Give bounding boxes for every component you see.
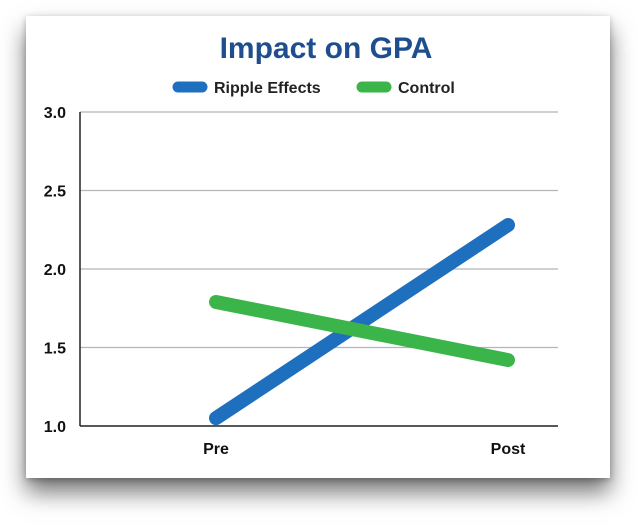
series-line-control [209,294,515,368]
y-axis-ticks: 1.0 1.5 2.0 2.5 3.0 [44,105,66,436]
y-tick-label: 1.5 [44,341,66,358]
legend-label-control: Control [398,80,455,97]
series-line-ripple-effects [209,218,515,426]
y-tick-label: 2.5 [44,184,66,201]
x-tick-label-pre: Pre [203,441,229,458]
legend: Ripple Effects Control [172,80,455,97]
y-tick-label: 2.0 [44,262,66,279]
y-tick-label: 3.0 [44,105,66,122]
chart-card: Impact on GPA Ripple Effects Control 1.0… [26,16,610,478]
chart-title: Impact on GPA [220,32,433,65]
series-lines [209,218,515,426]
y-tick-label: 1.0 [44,419,66,436]
x-axis-ticks: Pre Post [203,441,526,458]
x-tick-label-post: Post [491,441,526,458]
legend-label-ripple-effects: Ripple Effects [214,80,321,97]
gridlines [80,111,558,349]
line-chart: Impact on GPA Ripple Effects Control 1.0… [44,32,558,458]
